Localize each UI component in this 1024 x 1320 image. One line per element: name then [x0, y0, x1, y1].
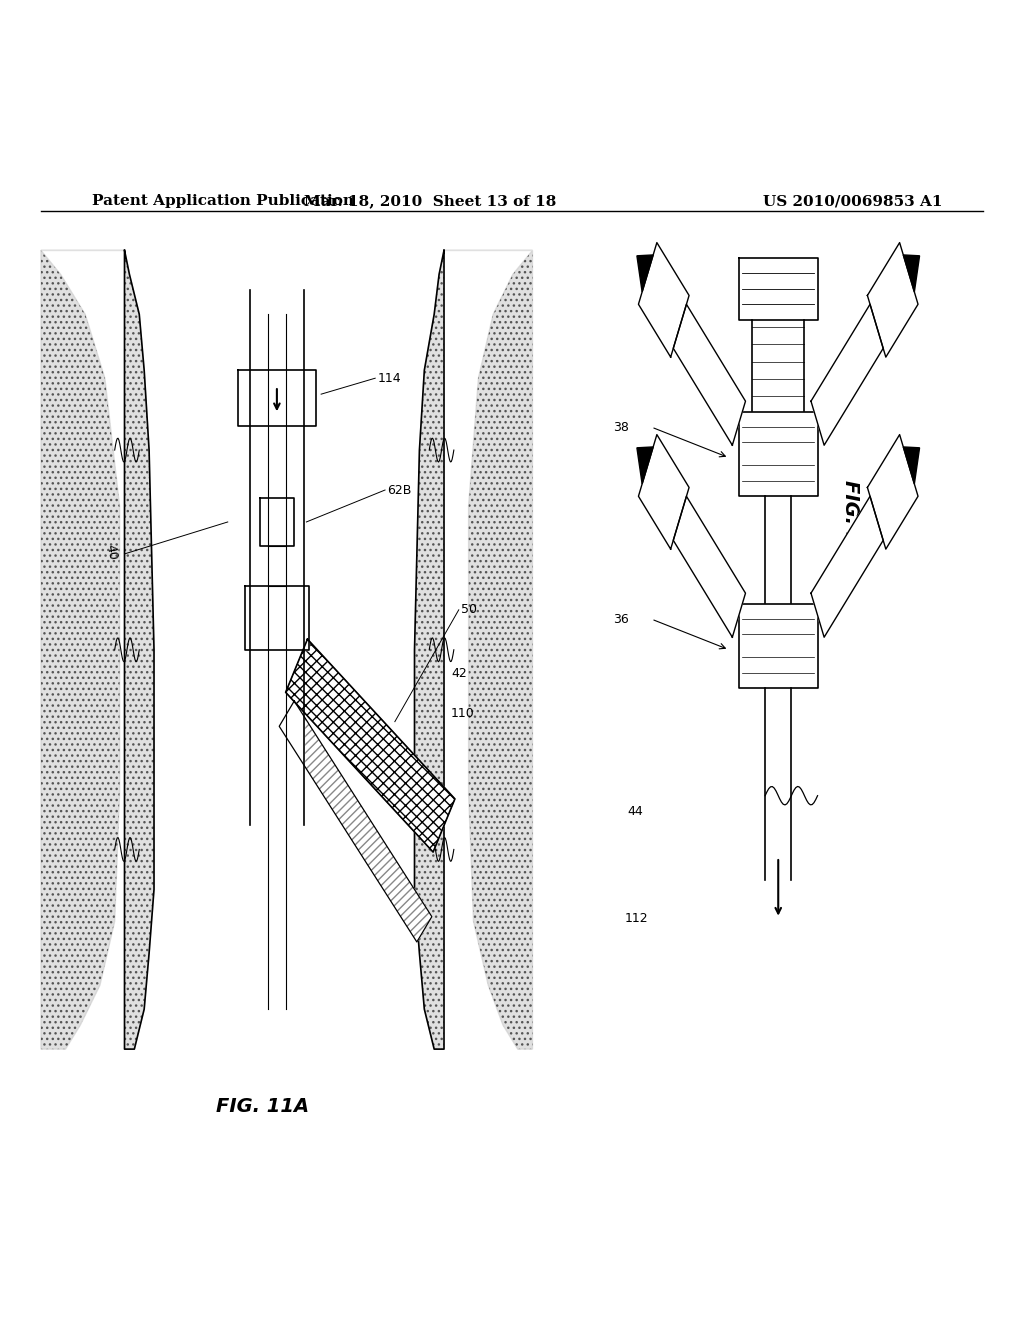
- Text: US 2010/0069853 A1: US 2010/0069853 A1: [763, 194, 942, 209]
- Polygon shape: [674, 305, 745, 445]
- Text: 44: 44: [628, 804, 643, 817]
- Polygon shape: [739, 259, 817, 319]
- Polygon shape: [250, 290, 304, 825]
- Polygon shape: [245, 586, 309, 649]
- Polygon shape: [765, 496, 792, 603]
- Text: 114: 114: [377, 372, 400, 384]
- Polygon shape: [238, 370, 316, 426]
- Polygon shape: [739, 603, 817, 688]
- Polygon shape: [752, 319, 805, 412]
- Polygon shape: [260, 498, 294, 546]
- Text: 112: 112: [625, 912, 648, 925]
- Text: FIG. 11A: FIG. 11A: [216, 1097, 308, 1115]
- Polygon shape: [674, 496, 745, 638]
- Polygon shape: [739, 412, 817, 496]
- Polygon shape: [903, 255, 920, 292]
- Polygon shape: [903, 447, 920, 484]
- Text: FIG. 11B: FIG. 11B: [841, 480, 860, 573]
- Text: 38: 38: [612, 421, 629, 433]
- Text: 36: 36: [613, 612, 629, 626]
- Polygon shape: [286, 639, 455, 853]
- Text: 62B: 62B: [387, 483, 412, 496]
- Text: 50: 50: [461, 603, 477, 616]
- Polygon shape: [415, 251, 532, 1049]
- Text: 42: 42: [451, 667, 467, 680]
- Polygon shape: [637, 255, 653, 292]
- Polygon shape: [637, 447, 653, 484]
- Text: Patent Application Publication: Patent Application Publication: [92, 194, 354, 209]
- Polygon shape: [867, 243, 919, 358]
- Polygon shape: [41, 251, 154, 1049]
- Polygon shape: [638, 434, 689, 549]
- Text: 110: 110: [451, 708, 475, 721]
- Polygon shape: [811, 305, 883, 445]
- Text: 40: 40: [103, 543, 120, 561]
- Text: Mar. 18, 2010  Sheet 13 of 18: Mar. 18, 2010 Sheet 13 of 18: [304, 194, 556, 209]
- Polygon shape: [765, 688, 792, 880]
- Polygon shape: [811, 496, 883, 638]
- Polygon shape: [638, 243, 689, 358]
- Polygon shape: [280, 701, 432, 942]
- Polygon shape: [867, 434, 919, 549]
